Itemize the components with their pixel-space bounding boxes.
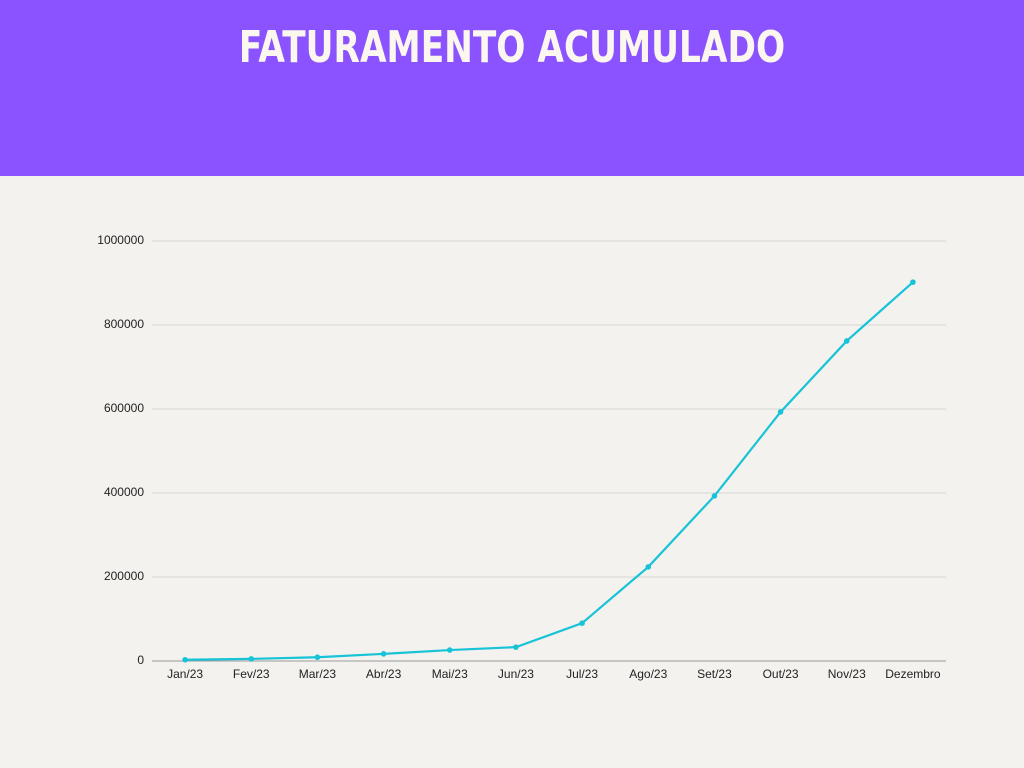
x-tick-label: Abr/23 [366,667,402,681]
y-tick-label: 0 [137,653,144,667]
x-tick-label: Set/23 [697,667,732,681]
x-tick-label: Jan/23 [167,667,203,681]
x-tick-label: Jul/23 [566,667,598,681]
data-point [314,654,321,661]
data-point [380,651,387,657]
x-tick-label: Nov/23 [828,667,866,681]
y-tick-label: 600000 [104,401,144,415]
x-tick-label: Mar/23 [299,667,337,681]
data-point [843,338,850,344]
header-banner: FATURAMENTO ACUMULADO [0,0,1024,176]
x-tick-label: Dezembro [885,667,941,681]
x-tick-label: Fev/23 [233,667,270,681]
data-point [248,656,255,662]
data-point [182,656,188,663]
chart-title: FATURAMENTO ACUMULADO [238,22,786,73]
y-tick-label: 200000 [104,569,144,583]
x-tick-label: Out/23 [763,667,799,681]
x-tick-label: Mai/23 [432,667,468,681]
data-point [579,620,585,626]
data-point [513,644,519,650]
data-point [446,647,453,653]
x-tick-label: Jun/23 [498,667,534,681]
x-tick-label: Ago/23 [629,667,667,681]
data-point [711,493,718,499]
data-line [185,281,914,661]
data-point [777,409,784,415]
y-tick-label: 1000000 [97,233,144,247]
data-point [910,279,916,285]
data-point [645,564,652,570]
y-tick-label: 400000 [104,485,144,499]
y-tick-label: 800000 [104,317,144,331]
